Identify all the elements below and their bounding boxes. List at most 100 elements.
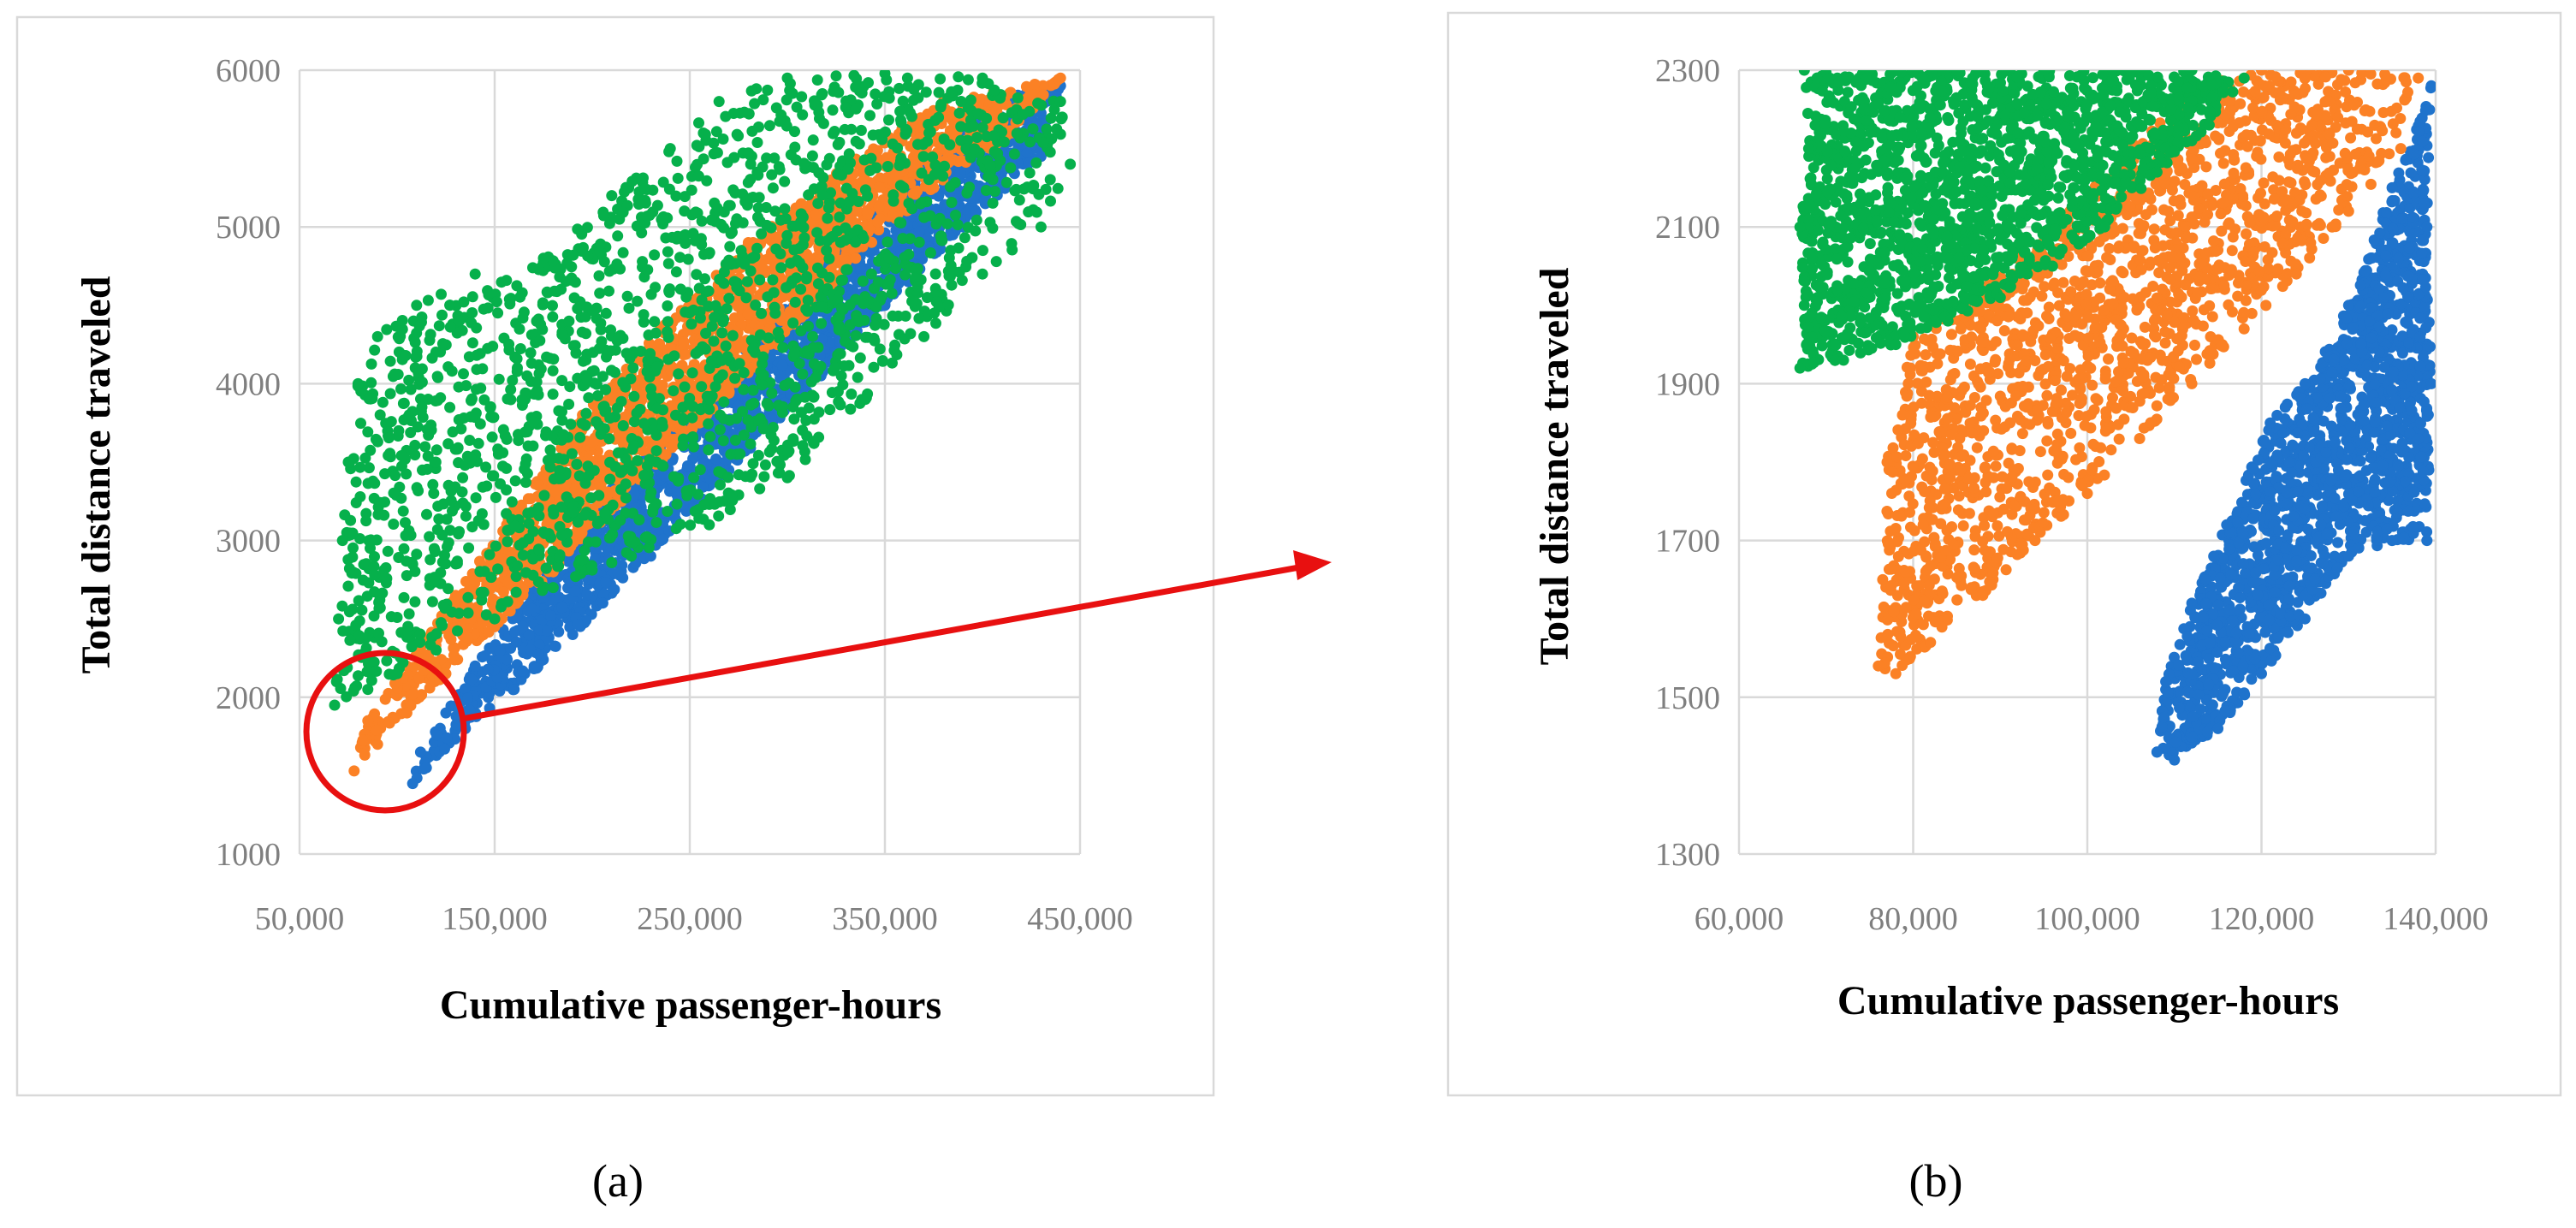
scatter-point xyxy=(594,515,606,527)
scatter-point xyxy=(433,513,445,525)
scatter-point xyxy=(771,455,783,467)
scatter-point xyxy=(775,262,787,274)
scatter-point xyxy=(694,464,706,476)
scatter-point xyxy=(342,580,354,592)
scatter-point xyxy=(917,151,929,163)
scatter-point xyxy=(383,432,395,444)
scatter-point xyxy=(477,363,489,375)
scatter-point xyxy=(553,626,565,638)
scatter-point xyxy=(525,507,537,519)
scatter-point xyxy=(813,406,825,418)
scatter-point xyxy=(998,136,1010,148)
scatter-point xyxy=(510,571,522,583)
scatter-point xyxy=(411,549,423,561)
scatter-point xyxy=(628,390,640,402)
scatter-point xyxy=(725,228,737,240)
scatter-point xyxy=(722,472,734,483)
scatter-point xyxy=(686,367,698,379)
scatter-point xyxy=(570,347,582,359)
scatter-point xyxy=(462,591,474,603)
scatter-point xyxy=(788,413,800,425)
scatter-point xyxy=(952,219,964,231)
scatter-point xyxy=(416,363,428,375)
scatter-point xyxy=(527,416,539,428)
scatter-point xyxy=(747,458,759,470)
scatter-point xyxy=(531,662,543,674)
scatter-point xyxy=(857,276,869,287)
scatter-point xyxy=(497,553,509,565)
scatter-point xyxy=(965,151,976,163)
scatter-point xyxy=(641,531,653,543)
scatter-point xyxy=(754,412,766,424)
scatter-point xyxy=(727,329,739,341)
scatter-point xyxy=(363,535,375,547)
scatter-point xyxy=(440,558,452,570)
scatter-point xyxy=(865,268,877,280)
scatter-point xyxy=(955,96,967,107)
scatter-point xyxy=(913,236,925,248)
scatter-point xyxy=(850,252,862,264)
scatter-point xyxy=(662,316,674,328)
scatter-point xyxy=(442,361,454,373)
scatter-point xyxy=(738,367,750,378)
scatter-point xyxy=(901,72,913,84)
scatter-point xyxy=(1037,89,1049,101)
scatter-point xyxy=(970,206,982,218)
scatter-point xyxy=(790,220,802,232)
scatter-point xyxy=(943,252,955,264)
scatter-point xyxy=(840,182,852,194)
scatter-point xyxy=(946,197,958,208)
scatter-point xyxy=(759,459,771,471)
scatter-point xyxy=(567,629,579,640)
scatter-point xyxy=(679,205,691,217)
scatter-point xyxy=(657,533,669,545)
scatter-point xyxy=(844,339,856,351)
scatter-point xyxy=(678,336,690,347)
scatter-point xyxy=(738,429,750,441)
scatter-point xyxy=(581,222,593,234)
scatter-point xyxy=(430,456,442,468)
scatter-point xyxy=(511,280,523,292)
scatter-point xyxy=(953,242,965,254)
scatter-point xyxy=(449,590,461,602)
scatter-point xyxy=(457,472,469,483)
scatter-point xyxy=(377,587,389,599)
scatter-point xyxy=(619,186,630,198)
scatter-point xyxy=(803,402,815,414)
scatter-point xyxy=(743,147,754,159)
scatter-point xyxy=(942,299,954,311)
scatter-point xyxy=(915,198,927,210)
scatter-point xyxy=(409,596,421,608)
scatter-point xyxy=(644,550,656,562)
scatter-point xyxy=(913,312,925,324)
scatter-point xyxy=(484,549,496,561)
scatter-point xyxy=(1045,112,1057,124)
scatter-point xyxy=(505,394,517,406)
scatter-point xyxy=(802,306,814,317)
scatter-point xyxy=(757,369,769,381)
scatter-point xyxy=(572,303,584,315)
scatter-point xyxy=(430,729,442,741)
scatter-point xyxy=(796,91,808,103)
scatter-point xyxy=(886,288,898,300)
scatter-point xyxy=(693,140,705,152)
scatter-point xyxy=(709,381,721,393)
scatter-point xyxy=(774,332,785,344)
scatter-point xyxy=(339,509,351,521)
scatter-point xyxy=(398,543,410,555)
scatter-point xyxy=(573,470,585,482)
scatter-point xyxy=(846,389,858,400)
scatter-point xyxy=(653,393,665,405)
scatter-point xyxy=(439,602,451,614)
scatter-point xyxy=(503,344,515,356)
scatter-point xyxy=(604,532,616,543)
scatter-point xyxy=(930,317,941,329)
scatter-point xyxy=(450,719,462,731)
scatter-point xyxy=(597,371,608,383)
scatter-point xyxy=(413,673,425,685)
scatter-point xyxy=(845,403,857,415)
scatter-point xyxy=(492,307,504,319)
scatter-point xyxy=(703,403,715,415)
scatter-point xyxy=(585,436,597,448)
scatter-point xyxy=(878,318,890,330)
